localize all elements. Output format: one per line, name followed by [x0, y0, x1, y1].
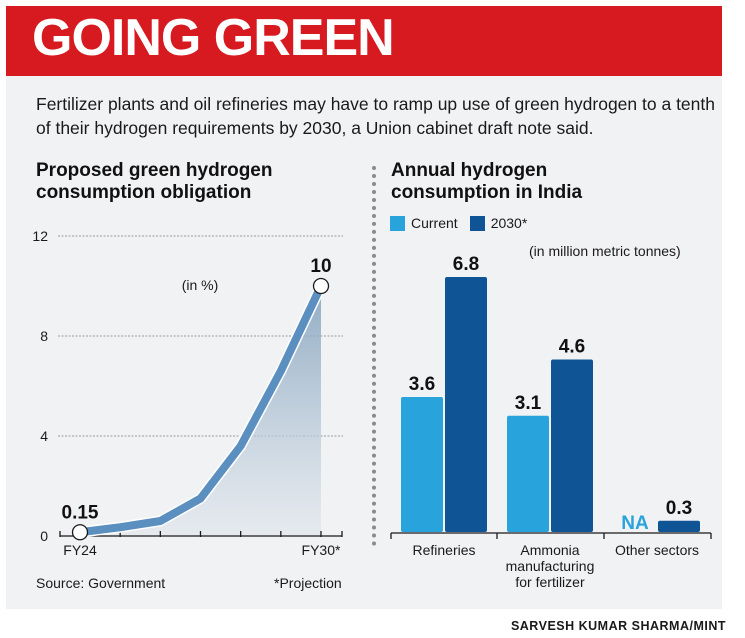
legend-item-2030: 2030* [469, 215, 528, 231]
area-fill [80, 286, 321, 536]
data-label: 10 [310, 256, 331, 277]
infographic-card [6, 6, 722, 609]
intro-text: Fertilizer plants and oil refineries may… [36, 94, 715, 138]
line-unit-label: (in %) [182, 277, 219, 293]
credit-line: SARVESH KUMAR SHARMA/MINT [510, 619, 726, 633]
bar-chart-title-line1: Annual hydrogen [391, 160, 548, 181]
data-point-marker [312, 277, 330, 295]
x-tick-label: FY30* [302, 542, 341, 558]
bar-chart-title-line2: consumption in India [391, 182, 583, 203]
y-tick-label: 12 [32, 228, 48, 244]
y-tick-label: 8 [40, 328, 48, 344]
legend-label-2030: 2030* [490, 215, 528, 231]
source-note: Source: Government [36, 575, 166, 591]
panel-divider [372, 166, 376, 546]
legend-item-current: Current [390, 215, 458, 231]
legend-label-current: Current [411, 215, 458, 231]
legend-swatch-current [390, 215, 405, 231]
bar-unit-label: (in million metric tonnes) [529, 243, 681, 259]
bar-legend: Current 2030* [390, 215, 539, 231]
x-tick-label: FY24 [63, 542, 97, 558]
line-series [79, 284, 325, 537]
data-point-marker [71, 524, 89, 541]
y-tick-label: 4 [40, 428, 48, 444]
page-title: GOING GREEN [32, 9, 395, 67]
title-banner [6, 6, 722, 76]
data-label: 0.15 [62, 502, 99, 523]
bar-chart-title: Annual hydrogen consumption in India [391, 160, 582, 204]
y-tick-label: 0 [40, 528, 48, 544]
line-chart-title-line2: consumption obligation [36, 182, 252, 203]
legend-swatch-2030 [469, 215, 485, 231]
line-chart-title: Proposed green hydrogen consumption obli… [36, 160, 272, 204]
projection-note: *Projection [274, 575, 342, 591]
line-chart-title-line1: Proposed green hydrogen [36, 160, 273, 181]
